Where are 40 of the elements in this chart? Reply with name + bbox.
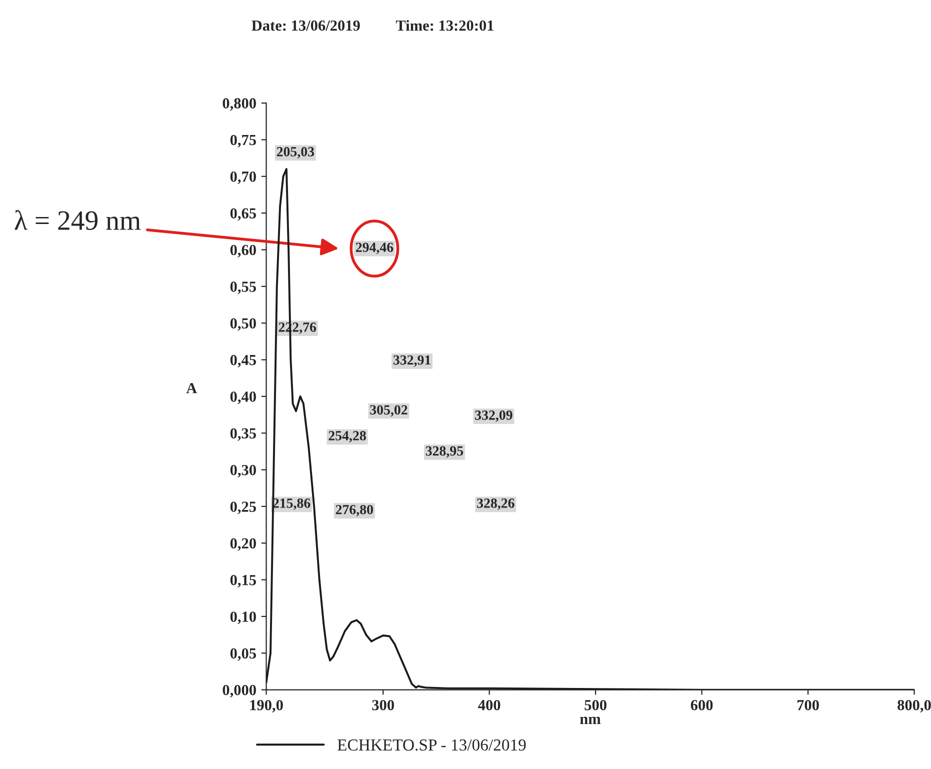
y-tick-label: 0,45: [230, 354, 256, 368]
y-tick-label: 0,30: [230, 464, 256, 478]
y-tick-label: 0,40: [230, 392, 256, 404]
annotation: 332,91: [393, 355, 430, 367]
annotation: 215,86: [273, 498, 310, 510]
y-tick-label: 0,25: [230, 502, 256, 514]
y-tick-label: 0,75: [230, 134, 256, 148]
annotation: 294,46: [356, 242, 394, 254]
annotation: 328,95: [426, 446, 464, 458]
y-tick-label: 0,50: [230, 318, 256, 331]
text: Time: 13:20:01: [396, 20, 494, 31]
annotation: 305,02: [370, 405, 408, 417]
text: Date: 13/06/2019: [252, 20, 360, 31]
x-tick-label: 400: [478, 700, 500, 710]
y-axis-title: A: [186, 383, 198, 394]
y-tick-label: 0,55: [230, 282, 256, 294]
x-tick-label: 800,0: [898, 700, 931, 712]
y-tick-label: 0,60: [230, 244, 256, 258]
y-tick-label: 0,65: [230, 208, 256, 221]
y-tick-label: 0,70: [230, 172, 256, 184]
annotation: 254,28: [328, 431, 366, 442]
annotation: 332,09: [475, 410, 512, 422]
y-tick-label: 0,05: [230, 648, 256, 661]
y-tick-label: 0,800: [222, 98, 256, 111]
x-tick-label: 600: [690, 700, 713, 710]
annotation: 205,03: [276, 147, 314, 158]
legend-label: ECHKETO.SP - 13/06/2019: [338, 739, 526, 751]
y-tick-label: 0,15: [230, 574, 256, 588]
y-tick-label: 0,000: [222, 684, 256, 698]
x-axis-title: nm: [580, 716, 601, 724]
y-tick-label: 0,35: [230, 428, 256, 441]
annotation: 276,80: [336, 504, 373, 516]
x-tick-label: 700: [797, 700, 819, 710]
y-tick-label: 0,20: [230, 538, 256, 551]
annotation: 328,26: [477, 498, 514, 510]
x-tick-label: 300: [372, 700, 394, 710]
y-tick-label: 0,10: [230, 612, 256, 624]
text: λ = 249 nm: [14, 210, 141, 230]
x-tick-label: 190,0: [250, 700, 283, 712]
x-tick-label: 500: [584, 700, 606, 710]
